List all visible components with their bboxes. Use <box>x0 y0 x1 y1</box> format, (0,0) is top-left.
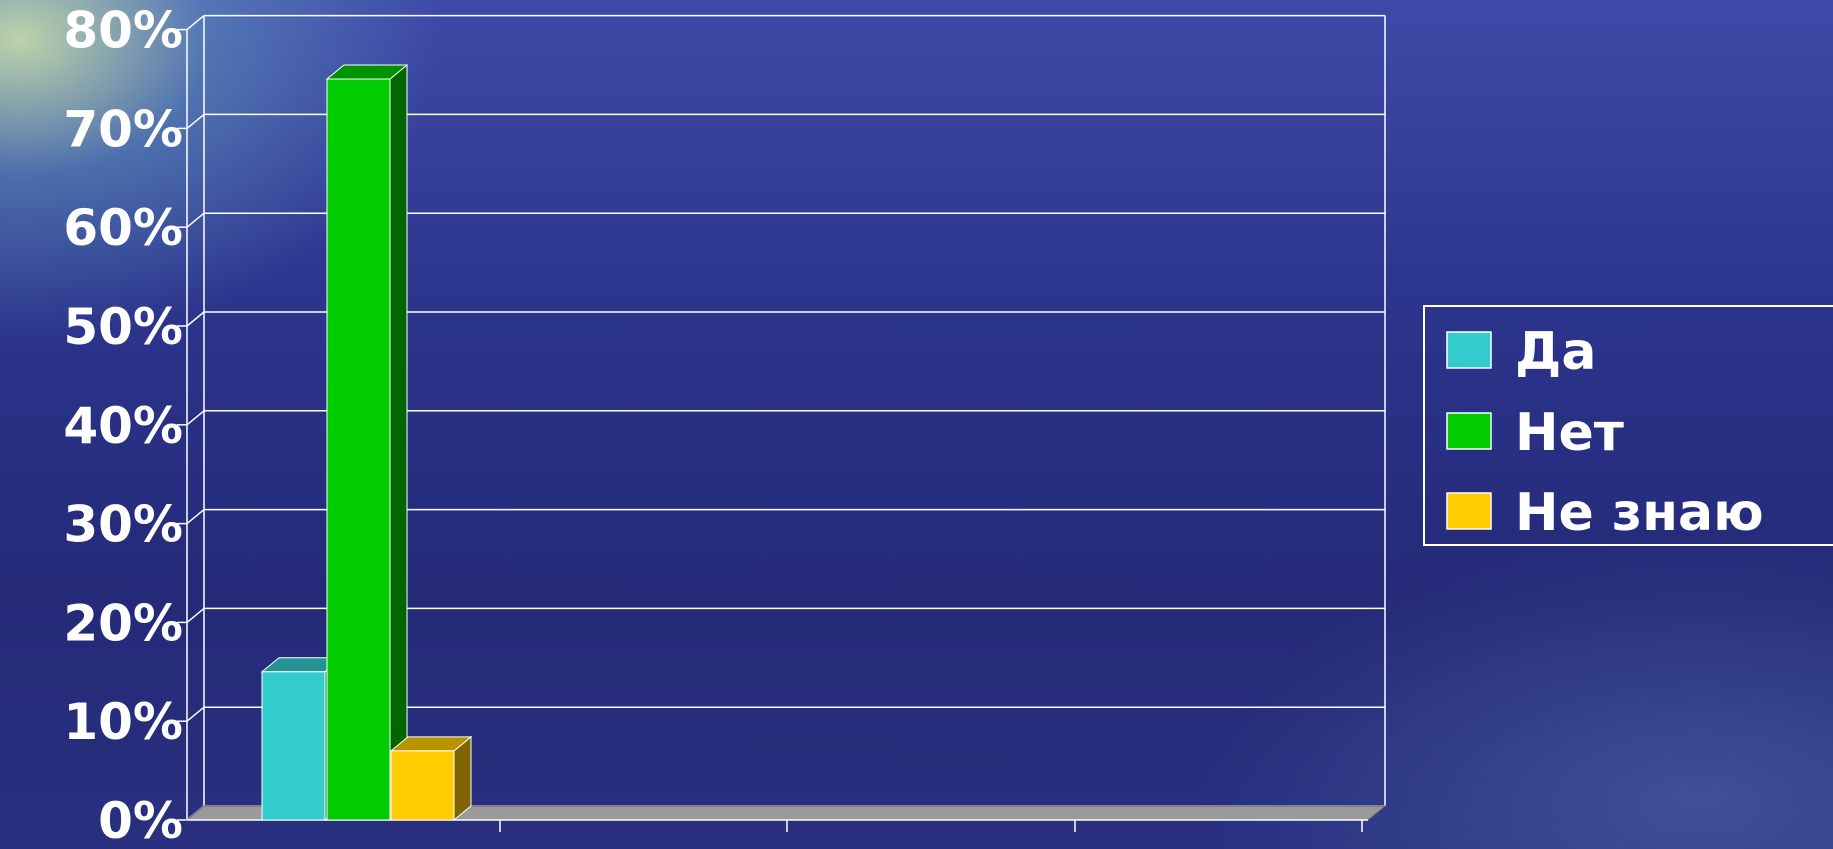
y-tick-label: 50% <box>63 298 183 356</box>
legend: Да Нет Не знаю <box>1423 305 1833 546</box>
gridline-side <box>186 410 205 426</box>
gridline-side <box>186 15 205 31</box>
y-tick-label: 20% <box>63 594 183 652</box>
legend-frame <box>1423 305 1833 546</box>
y-tick-label: 10% <box>63 693 183 751</box>
bars <box>260 63 473 822</box>
bar-front-face <box>261 671 326 821</box>
y-tick-label: 60% <box>63 199 183 257</box>
gridline-side <box>186 113 205 129</box>
bar-front-face <box>390 750 455 821</box>
legend-label: Не знаю <box>1515 483 1764 543</box>
legend-label: Да <box>1515 322 1596 382</box>
bar-2 <box>325 63 409 822</box>
bar-front-face <box>326 78 391 821</box>
y-tick-label: 40% <box>63 397 183 455</box>
y-tick-label: 80% <box>63 2 183 60</box>
gridline-side <box>186 509 205 525</box>
gridline-side <box>186 706 205 722</box>
legend-swatch <box>1446 492 1492 530</box>
legend-swatch <box>1446 331 1492 369</box>
gridline-side <box>186 212 205 228</box>
gridline-side <box>186 607 205 623</box>
y-tick-label: 70% <box>63 100 183 158</box>
y-axis-tick-labels: 0% 10% 20% 30% 40% 50% 60% 70% 80% <box>63 2 183 849</box>
legend-swatch <box>1446 412 1492 450</box>
y-tick-label: 0% <box>98 792 183 849</box>
bar-3 <box>389 735 473 822</box>
gridline-side <box>186 311 205 327</box>
bar-side-face <box>389 63 408 822</box>
chart-floor <box>185 805 1387 832</box>
y-tick-label: 30% <box>63 496 183 554</box>
legend-label: Нет <box>1515 403 1624 463</box>
